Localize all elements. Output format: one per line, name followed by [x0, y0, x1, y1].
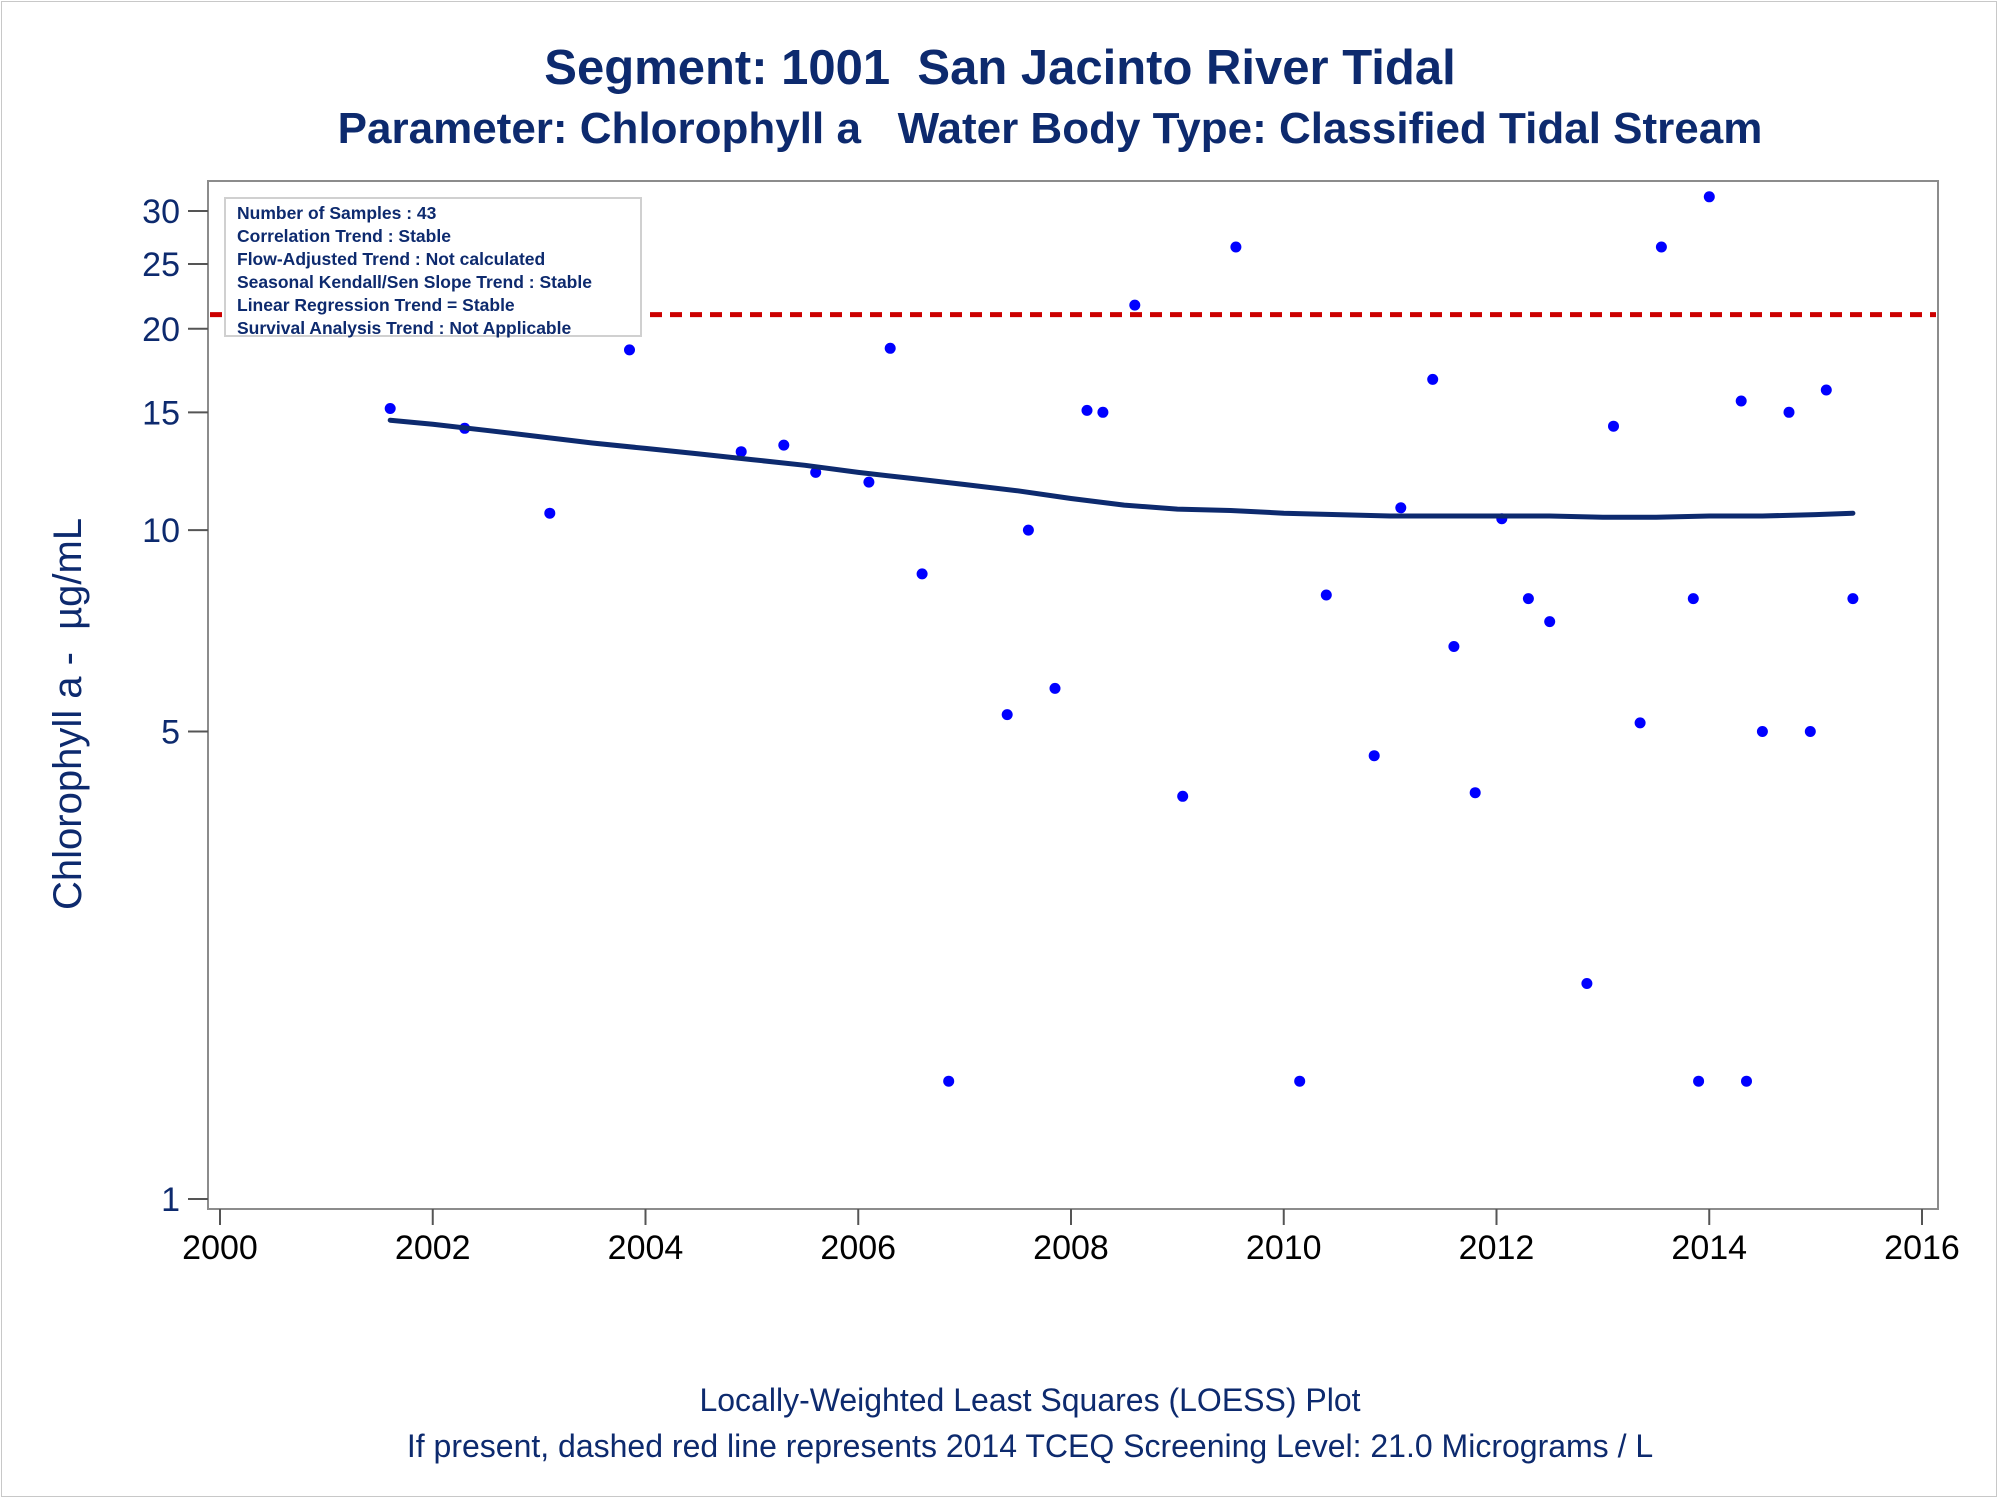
- y-tick-label: 5: [161, 713, 180, 751]
- sample-point: [1049, 682, 1061, 694]
- y-axis-label: Chlorophyll a - µg/mL: [46, 517, 90, 910]
- info-seasonal-kendall-trend: Seasonal Kendall/Sen Slope Trend : Stabl…: [237, 272, 592, 292]
- info-survival-analysis-trend: Survival Analysis Trend : Not Applicable: [237, 318, 572, 338]
- sample-point: [1608, 420, 1619, 432]
- sample-point: [1544, 616, 1556, 628]
- sample-point: [735, 446, 747, 458]
- sample-point: [544, 507, 556, 519]
- sample-point: [1634, 717, 1646, 729]
- y-tick-label: 30: [142, 193, 180, 231]
- x-tick-label: 2016: [1884, 1229, 1960, 1267]
- sample-point: [810, 466, 822, 478]
- sample-point: [1741, 1075, 1752, 1087]
- x-tick-label: 2002: [395, 1229, 471, 1267]
- sample-point: [1395, 502, 1407, 514]
- sample-point: [1581, 978, 1593, 989]
- sample-point: [1001, 709, 1013, 721]
- sample-point: [778, 439, 790, 451]
- trend-info-box: Number of Samples : 43 Correlation Trend…: [224, 197, 642, 338]
- sample-point: [1687, 593, 1699, 605]
- sample-point: [1756, 726, 1768, 737]
- sample-point: [1735, 395, 1747, 407]
- sample-point: [1097, 406, 1109, 418]
- sample-point: [1427, 373, 1439, 385]
- sample-point: [1655, 241, 1667, 253]
- sample-point: [1783, 406, 1795, 418]
- info-linear-regression-trend: Linear Regression Trend = Stable: [237, 295, 515, 315]
- sample-point: [1230, 241, 1242, 253]
- sample-point: [1320, 589, 1332, 601]
- plot-border: [207, 180, 1939, 1210]
- sample-point: [624, 344, 635, 356]
- info-correlation-trend: Correlation Trend : Stable: [237, 226, 451, 246]
- sample-point: [1294, 1075, 1306, 1087]
- sample-point: [1847, 593, 1859, 605]
- x-tick-label: 2000: [182, 1229, 258, 1267]
- footnote-loess: Locally-Weighted Least Squares (LOESS) P…: [699, 1382, 1361, 1418]
- sample-point: [863, 476, 875, 488]
- sample-point: [1804, 726, 1816, 737]
- y-tick-label: 1: [161, 1181, 180, 1219]
- chart-title: Segment: 1001 San Jacinto River Tidal: [544, 41, 1456, 95]
- sample-point: [1448, 641, 1460, 652]
- info-flow-adjusted-trend: Flow-Adjusted Trend : Not calculated: [237, 249, 546, 269]
- y-tick-label: 25: [142, 246, 180, 284]
- sample-point: [943, 1075, 955, 1087]
- sample-point: [1022, 524, 1034, 536]
- sample-point: [384, 403, 396, 414]
- sample-point: [1177, 790, 1189, 802]
- x-tick-label: 2006: [820, 1229, 896, 1267]
- x-tick-label: 2010: [1246, 1229, 1322, 1267]
- footnote-screening-level: If present, dashed red line represents 2…: [406, 1428, 1654, 1464]
- sample-point: [1703, 191, 1715, 203]
- x-tick-label: 2014: [1671, 1229, 1747, 1267]
- x-tick-label: 2008: [1033, 1229, 1109, 1267]
- sample-point: [1081, 404, 1093, 416]
- sample-point: [884, 342, 896, 354]
- chart-subtitle: Parameter: Chlorophyll a Water Body Type…: [337, 104, 1763, 153]
- loess-line: [387, 417, 1856, 520]
- x-tick-label: 2004: [608, 1229, 684, 1267]
- x-tick-label: 2012: [1459, 1229, 1535, 1267]
- y-tick-label: 10: [142, 512, 180, 550]
- sample-point: [1129, 299, 1141, 311]
- sample-point: [1469, 787, 1481, 799]
- sample-point: [1693, 1075, 1705, 1087]
- sample-point: [1368, 750, 1380, 762]
- y-tick-label: 20: [142, 311, 180, 349]
- sample-point: [916, 568, 928, 580]
- y-tick-label: 15: [142, 394, 180, 432]
- info-samples: Number of Samples : 43: [237, 203, 437, 223]
- sample-point: [1820, 384, 1832, 396]
- sample-point: [1522, 593, 1534, 605]
